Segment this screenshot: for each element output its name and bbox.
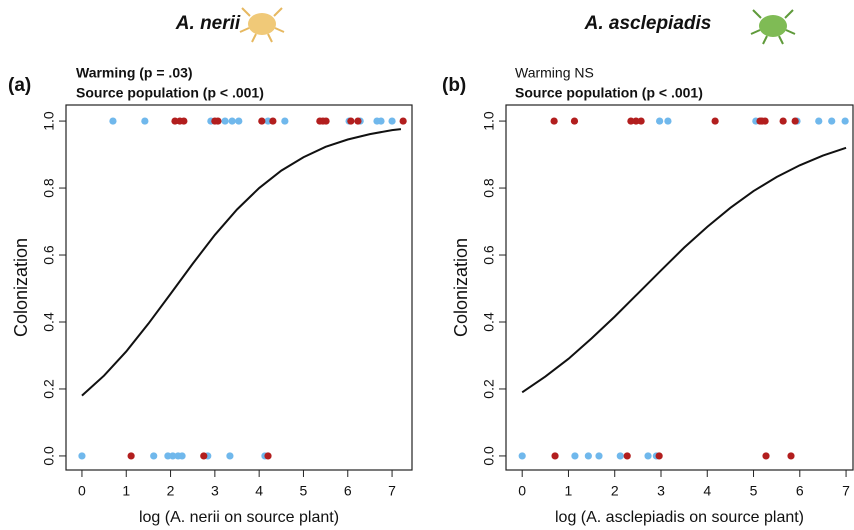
plot-frame	[505, 104, 854, 471]
y-tick-label: 0.0	[41, 446, 57, 466]
x-tick-label: 5	[300, 483, 308, 499]
annotation: Source population (p < .001)	[515, 85, 703, 101]
x-tick-label: 4	[255, 483, 263, 499]
data-point	[779, 117, 787, 125]
y-tick-label: 0.6	[481, 245, 497, 265]
x-axis-label: log (A. nerii on source plant)	[139, 509, 339, 526]
data-point	[258, 117, 266, 125]
panel-label: (a)	[8, 75, 31, 96]
data-point	[815, 117, 823, 125]
x-tick-label: 5	[750, 483, 758, 499]
y-tick-label: 0.2	[41, 379, 57, 399]
data-point	[637, 117, 645, 125]
x-axis-label: log (A. asclepiadis on source plant)	[555, 509, 804, 526]
data-point	[109, 117, 117, 125]
x-tick-label: 7	[842, 483, 850, 499]
y-tick-label: 0.4	[481, 312, 497, 332]
x-tick-label: 6	[344, 483, 352, 499]
x-tick-label: 1	[565, 483, 573, 499]
panel-label: (b)	[442, 75, 466, 96]
data-point	[518, 452, 526, 460]
data-point	[150, 452, 158, 460]
data-point	[235, 117, 243, 125]
data-point	[644, 452, 652, 460]
data-point	[228, 117, 236, 125]
data-point	[180, 117, 188, 125]
data-point	[841, 117, 849, 125]
data-point	[78, 452, 86, 460]
data-point	[200, 452, 208, 460]
data-point	[269, 117, 277, 125]
y-axis-label: Colonization	[11, 238, 31, 337]
data-point	[399, 117, 407, 125]
data-point	[570, 117, 579, 125]
data-point	[616, 452, 624, 460]
data-point	[281, 117, 289, 125]
data-point	[354, 117, 362, 125]
data-point	[632, 117, 640, 125]
data-point	[571, 452, 579, 460]
fitted-curve	[81, 128, 402, 397]
data-point	[584, 452, 592, 460]
x-tick-label: 2	[611, 483, 619, 499]
data-point	[791, 117, 799, 125]
x-tick-label: 0	[78, 483, 86, 499]
x-tick-label: 1	[122, 483, 130, 499]
data-point	[377, 117, 385, 125]
data-point	[623, 452, 631, 460]
plot-frame	[65, 104, 413, 471]
y-tick-label: 0.4	[41, 312, 57, 332]
data-point	[656, 117, 664, 125]
y-tick-label: 1.0	[481, 111, 497, 131]
data-point	[828, 117, 836, 125]
data-point	[627, 117, 635, 125]
data-point	[761, 117, 769, 125]
data-point	[169, 452, 177, 460]
annotation: Warming NS	[515, 65, 594, 81]
x-tick-label: 0	[518, 483, 526, 499]
x-tick-label: 4	[703, 483, 711, 499]
y-tick-label: 0.0	[481, 446, 497, 466]
annotation: Source population (p < .001)	[76, 85, 264, 101]
annotation: Warming (p = .03)	[76, 65, 193, 81]
data-point	[551, 452, 559, 460]
y-tick-label: 1.0	[41, 111, 57, 131]
y-tick-label: 0.8	[481, 178, 497, 198]
y-axis-label: Colonization	[451, 238, 471, 337]
x-tick-label: 6	[796, 483, 804, 499]
aphid-icon	[750, 9, 796, 45]
data-point	[322, 117, 330, 125]
fitted-curve	[521, 146, 847, 394]
data-point	[141, 117, 149, 125]
data-point	[595, 452, 603, 460]
panel-title: A. nerii	[175, 13, 241, 34]
data-point	[264, 452, 272, 460]
y-tick-label: 0.8	[41, 178, 57, 198]
data-point	[762, 452, 770, 460]
data-point	[711, 117, 719, 125]
data-point	[550, 117, 558, 125]
data-point	[226, 452, 234, 460]
data-point	[655, 452, 663, 460]
x-tick-label: 7	[388, 483, 396, 499]
data-point	[664, 117, 672, 125]
x-tick-label: 3	[657, 483, 665, 499]
y-tick-label: 0.6	[41, 245, 57, 265]
data-point	[214, 117, 222, 125]
data-point	[388, 117, 396, 125]
data-point	[347, 117, 355, 125]
x-tick-label: 2	[167, 483, 175, 499]
data-point	[127, 452, 135, 460]
data-point	[221, 117, 229, 125]
aphid-icon	[239, 7, 285, 43]
y-tick-label: 0.2	[481, 379, 497, 399]
panel-title: A. asclepiadis	[584, 13, 712, 34]
data-point	[787, 452, 795, 460]
data-point	[178, 452, 186, 460]
x-tick-label: 3	[211, 483, 219, 499]
